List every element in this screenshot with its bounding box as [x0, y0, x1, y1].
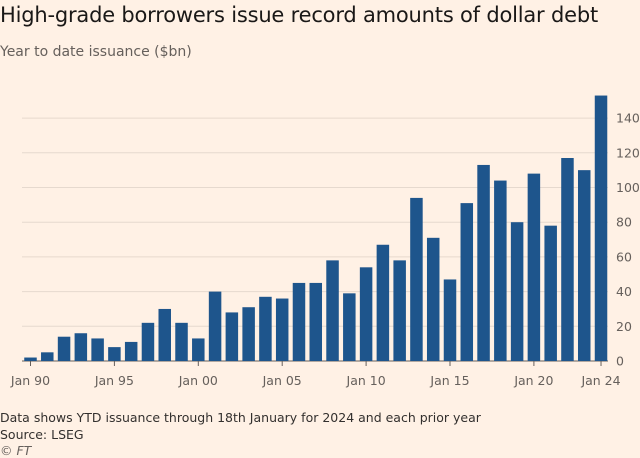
y-tick-label-0: 0: [616, 354, 624, 369]
bar-2006: [292, 282, 306, 361]
x-tick-label-1990: Jan 90: [10, 373, 50, 388]
bar-2019: [510, 222, 524, 361]
y-tick-label-80: 80: [616, 215, 632, 230]
bar-1996: [124, 341, 138, 361]
x-tick-label-2024: Jan 24: [580, 373, 620, 388]
bar-1995: [108, 347, 121, 361]
bar-2014: [426, 237, 440, 361]
x-tick-label-2005: Jan 05: [262, 373, 302, 388]
chart-title: High-grade borrowers issue record amount…: [0, 3, 598, 27]
source-note: Source: LSEG: [0, 427, 84, 442]
bar-1994: [91, 338, 104, 361]
bar-2017: [477, 164, 490, 361]
y-tick-label-40: 40: [616, 284, 632, 299]
bar-2016: [460, 203, 474, 361]
y-tick-label-100: 100: [616, 180, 640, 195]
bar-2021: [544, 225, 557, 361]
bar-2005: [275, 298, 289, 361]
bar-2020: [527, 173, 541, 361]
bar-1999: [175, 322, 188, 361]
bar-2001: [208, 291, 222, 361]
bar-2003: [242, 307, 255, 361]
bar-1993: [74, 333, 88, 361]
footnote: Data shows YTD issuance through 18th Jan…: [0, 410, 481, 425]
bar-2004: [259, 296, 272, 361]
bar-chart: 0 20 40 60 80 100 120 140 Jan 90 Jan 95 Jan 00 Jan …: [10, 95, 640, 388]
bar-2007: [309, 282, 323, 361]
x-tick-label-2010: Jan 10: [346, 373, 386, 388]
bar-2010: [359, 267, 373, 361]
x-tick-label-1995: Jan 95: [94, 373, 134, 388]
bar-1992: [57, 336, 71, 361]
bar-1997: [141, 322, 155, 361]
bar-2018: [494, 180, 507, 361]
bar-2008: [326, 260, 339, 361]
bar-2024: [594, 95, 608, 362]
chart-subtitle: Year to date issuance ($bn): [0, 44, 192, 60]
bar-2009: [343, 293, 356, 361]
bar-2015: [443, 279, 457, 361]
bar-2013: [410, 197, 423, 361]
bar-2011: [376, 244, 390, 361]
ft-credit: © FT: [0, 443, 32, 458]
x-tick-label-2020: Jan 20: [513, 373, 553, 388]
bar-1998: [158, 308, 171, 361]
bar-1990: [24, 357, 37, 361]
y-tick-label-20: 20: [616, 319, 632, 334]
bar-1991: [41, 352, 54, 361]
x-tick-label-2015: Jan 15: [429, 373, 469, 388]
y-tick-label-60: 60: [616, 249, 632, 264]
bar-2022: [561, 158, 574, 361]
bar-2000: [192, 338, 205, 361]
y-tick-label-120: 120: [616, 145, 640, 160]
x-tick-label-2000: Jan 00: [178, 373, 218, 388]
bar-2023: [577, 170, 591, 361]
bar-2012: [393, 260, 406, 361]
bar-2002: [225, 312, 239, 361]
y-tick-label-140: 140: [616, 111, 640, 126]
